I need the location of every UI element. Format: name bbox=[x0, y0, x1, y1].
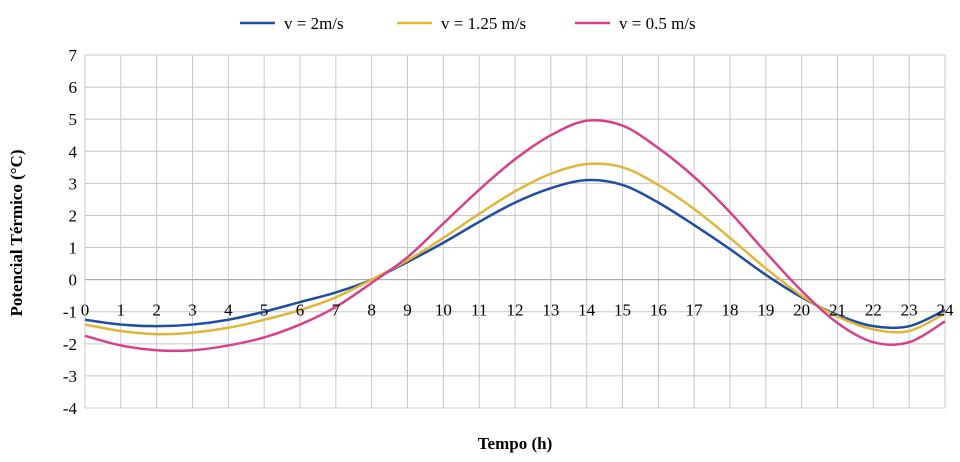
series-line-3 bbox=[84, 118, 946, 353]
x-tick-label: 10 bbox=[435, 301, 452, 320]
x-tick-label: 24 bbox=[937, 301, 955, 320]
x-tick-label: 5 bbox=[260, 301, 269, 320]
series-layer bbox=[84, 118, 946, 353]
y-tick-label: 2 bbox=[69, 206, 78, 225]
y-tick-label: 7 bbox=[69, 46, 78, 65]
x-tick-label: 16 bbox=[650, 301, 667, 320]
x-tick-label: 2 bbox=[152, 301, 161, 320]
legend-label-3: v = 0.5 m/s bbox=[619, 14, 696, 33]
y-tick-label: 6 bbox=[69, 78, 78, 97]
x-tick-label: 13 bbox=[542, 301, 559, 320]
legend-label-1: v = 2m/s bbox=[284, 14, 344, 33]
series-line-1 bbox=[84, 178, 946, 330]
x-tick-label: 0 bbox=[81, 301, 90, 320]
x-tick-label: 17 bbox=[686, 301, 704, 320]
x-tick-label: 6 bbox=[296, 301, 305, 320]
x-tick-label: 8 bbox=[367, 301, 376, 320]
legend-label-2: v = 1.25 m/s bbox=[441, 14, 526, 33]
x-tick-label: 7 bbox=[332, 301, 341, 320]
x-tick-label: 18 bbox=[722, 301, 739, 320]
x-tick-label: 21 bbox=[829, 301, 846, 320]
y-tick-label: -4 bbox=[63, 399, 78, 418]
x-tick-label: 15 bbox=[614, 301, 631, 320]
x-tick-label: 14 bbox=[578, 301, 596, 320]
legend: v = 2m/s v = 1.25 m/s v = 0.5 m/s bbox=[240, 14, 696, 33]
x-axis-title: Tempo (h) bbox=[478, 434, 552, 453]
x-tick-label: 1 bbox=[117, 301, 126, 320]
y-tick-label: 3 bbox=[69, 174, 78, 193]
y-tick-label: -1 bbox=[63, 303, 77, 322]
x-tick-label: 23 bbox=[901, 301, 918, 320]
x-tick-label: 9 bbox=[403, 301, 412, 320]
x-tick-label: 20 bbox=[793, 301, 810, 320]
y-tick-label: 4 bbox=[69, 142, 78, 161]
x-tick-label: 22 bbox=[865, 301, 882, 320]
x-tick-label: 4 bbox=[224, 301, 233, 320]
x-tick-labels: 0 1 2 3 4 5 6 7 8 9 10 11 12 13 14 15 16 17 18 19 20 21 22 23 24 bbox=[81, 301, 954, 320]
y-axis-title: Potencial Térmico (°C) bbox=[7, 150, 26, 317]
x-tick-label: 19 bbox=[757, 301, 774, 320]
y-tick-label: -2 bbox=[63, 335, 77, 354]
y-tick-labels: 7 6 5 4 3 2 1 0 -1 -2 -3 -4 bbox=[63, 46, 78, 418]
x-tick-label: 3 bbox=[188, 301, 197, 320]
x-tick-label: 11 bbox=[471, 301, 487, 320]
y-tick-label: 0 bbox=[69, 271, 78, 290]
series-line-2 bbox=[84, 162, 946, 336]
y-tick-label: -3 bbox=[63, 367, 77, 386]
y-tick-label: 5 bbox=[69, 110, 78, 129]
y-tick-label: 1 bbox=[69, 239, 78, 258]
grid-lines bbox=[84, 54, 946, 409]
x-tick-label: 12 bbox=[507, 301, 524, 320]
